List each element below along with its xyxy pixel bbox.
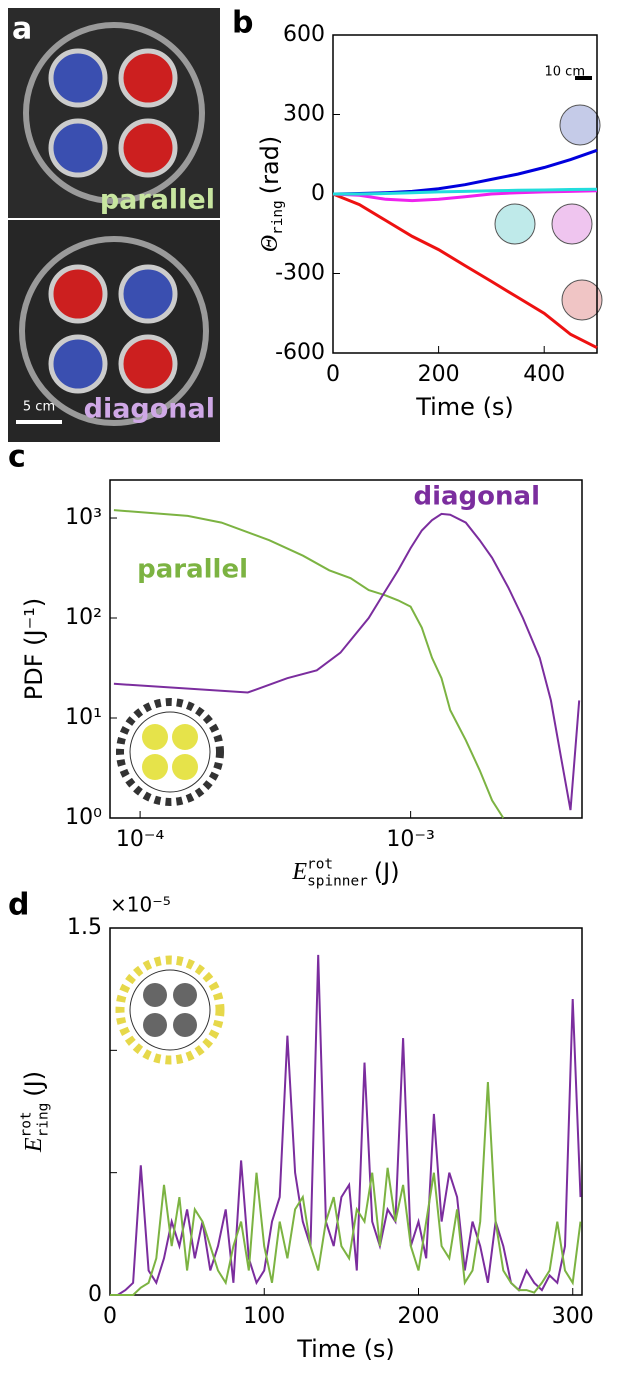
x-tick-label: 0 [103,1304,117,1329]
x-tick-label: 400 [523,362,565,387]
icon [116,698,224,806]
icon [143,983,167,1007]
y-tick-label: 1.5 [67,915,102,940]
icon [172,754,198,780]
ring [19,236,209,426]
axis-label-unit: (J) [20,1071,48,1097]
axis-label-sub: ring [35,1103,51,1138]
axis-label-symbol: E [291,859,307,885]
icons [115,104,603,1065]
series-line [332,148,598,196]
photo-parallel [8,8,220,218]
series-line [113,512,581,811]
y-tick-label: 10¹ [65,705,102,730]
spinner [118,264,178,324]
series-line [333,187,598,196]
ring [23,22,205,204]
icon [115,955,225,1065]
axis-label-symbol: Θ [257,235,283,252]
y-tick-label: 600 [283,22,325,47]
spinner [48,334,108,394]
icon [142,724,168,750]
y-tick-label: 0 [88,1282,102,1307]
icon [142,754,168,780]
y-tick-label: 10³ [65,505,102,530]
x-tick-label: 100 [243,1304,285,1329]
spinner [118,334,178,394]
annotation: parallel [137,555,248,585]
axis-label-unit: (rad) [256,136,284,195]
panel-label: b [232,6,253,41]
icon [129,711,211,793]
axis-label: PDF (J⁻¹) [20,598,48,700]
axis-multiplier: ×10⁻⁵ [110,893,171,917]
axis-label: Time (s) [296,1335,395,1363]
icon [172,724,198,750]
x-tick-label: 200 [397,1304,439,1329]
x-tick-label: 300 [552,1304,594,1329]
axis-label: Erot spinner (J) [291,857,399,890]
spinner [48,264,108,324]
series-line [110,1082,582,1296]
series-line [332,189,598,203]
icon [129,969,211,1051]
plot-frame [109,927,583,1296]
x-tick-label: 10⁻⁴ [116,827,165,852]
icon [173,983,197,1007]
axis-label-sub: spinner [307,873,368,889]
icon [561,279,603,321]
axis-label-sub: ring [270,200,286,235]
x-tick-label: 10⁻³ [386,827,434,852]
y-tick-label: 10⁰ [65,805,102,830]
axis-label: Θring (rad) [256,136,286,253]
scale-bar-label: 5 cm [23,400,55,415]
plot-frame [109,479,583,819]
photo-label: parallel [100,185,215,216]
x-tick-label: 0 [326,362,340,387]
photo-diagonal [8,220,220,442]
axis-label: Time (s) [415,393,514,421]
annotation: 10 cm [545,65,586,80]
spinner [48,48,108,108]
y-tick-label: -600 [275,340,325,365]
y-tick-label: 0 [311,181,325,206]
panel-label: a [12,12,32,47]
axis-label-symbol: E [21,1137,47,1153]
photo-label: diagonal [84,394,215,425]
icon [559,104,601,146]
icon [173,1013,197,1037]
series-line [110,954,582,1296]
panel-label: d [8,888,29,923]
series-line [332,192,598,350]
x-tick-label: 200 [418,362,460,387]
spinner [118,118,178,178]
annotation: diagonal [413,482,540,512]
y-tick-label: 300 [283,102,325,127]
photo-panel: a parallel diagonal 5 cm [8,8,220,442]
icon [143,1013,167,1037]
axis-label-unit: (J) [374,858,400,886]
icon [551,203,593,245]
series-line [113,509,505,819]
axis-label-sup: rot [307,857,333,873]
axis-label: Erotring (J) [19,1071,52,1153]
y-tick-label: 10² [65,605,102,630]
axis-label-sup: rot [19,1111,35,1137]
icon [494,203,536,245]
spinner [118,48,178,108]
y-tick-label: -300 [275,261,325,286]
panel-label: c [8,440,26,475]
spinner [48,118,108,178]
